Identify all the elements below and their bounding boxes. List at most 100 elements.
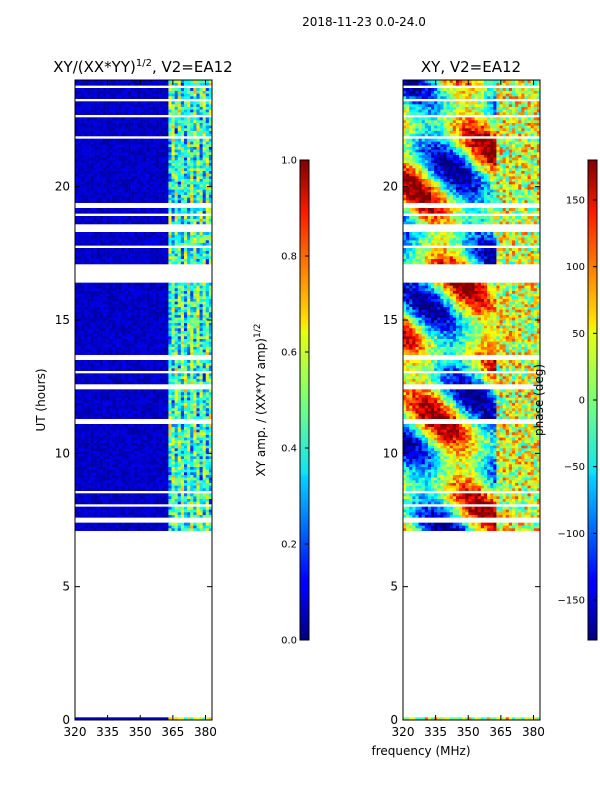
amplitude-cell <box>90 528 94 531</box>
amplitude-cell <box>81 338 85 342</box>
amplitude-cell <box>165 442 169 446</box>
amplitude-cell <box>143 242 147 246</box>
amplitude-cell <box>87 488 91 491</box>
amplitude-cell <box>75 173 79 177</box>
amplitude-cell <box>208 256 212 259</box>
amplitude-cell <box>118 397 122 401</box>
amplitude-cell <box>190 312 194 315</box>
amplitude-cell <box>112 514 116 518</box>
amplitude-cell <box>75 344 79 347</box>
amplitude-cell <box>165 400 169 403</box>
amplitude-cell <box>159 216 163 219</box>
amplitude-cell <box>134 466 138 470</box>
amplitude-cell <box>81 482 85 486</box>
amplitude-cell <box>174 392 179 395</box>
amplitude-cell <box>205 400 210 403</box>
amplitude-cell <box>121 496 126 499</box>
amplitude-cell <box>146 234 151 238</box>
amplitude-cell <box>121 408 126 411</box>
amplitude-cell <box>103 234 107 238</box>
amplitude-cell <box>78 328 82 331</box>
amplitude-cell <box>99 381 104 385</box>
amplitude-cell <box>99 253 104 257</box>
amplitude-cell <box>202 282 207 286</box>
amplitude-cell <box>81 317 85 321</box>
amplitude-cell <box>146 525 151 529</box>
amplitude-cell <box>177 208 182 211</box>
amplitude-cell <box>93 413 98 417</box>
amplitude-cell <box>127 445 132 449</box>
amplitude-cell <box>134 496 138 499</box>
amplitude-cell <box>127 477 132 481</box>
amplitude-cell <box>149 298 154 302</box>
amplitude-cell <box>168 381 172 385</box>
amplitude-cell <box>106 424 110 427</box>
amplitude-cell <box>84 413 88 417</box>
amplitude-cell <box>131 349 135 353</box>
amplitude-cell <box>115 341 119 345</box>
amplitude-cell <box>208 261 212 265</box>
amplitude-cell <box>155 296 160 299</box>
amplitude-cell <box>152 285 157 289</box>
amplitude-cell <box>208 405 212 409</box>
amplitude-cell <box>187 232 191 235</box>
amplitude-cell <box>93 189 98 193</box>
amplitude-cell <box>131 341 135 345</box>
amplitude-cell <box>124 482 129 486</box>
amplitude-cell <box>90 392 94 395</box>
amplitude-cell <box>96 378 101 382</box>
amplitude-cell <box>118 480 122 483</box>
amplitude-cell <box>152 448 157 451</box>
amplitude-cell <box>112 189 116 193</box>
amplitude-cell <box>177 181 182 185</box>
amplitude-cell <box>143 258 147 262</box>
amplitude-cell <box>103 216 107 219</box>
amplitude-cell <box>168 314 172 318</box>
amplitude-cell <box>87 509 91 513</box>
amplitude-cell <box>106 208 110 211</box>
amplitude-cell <box>96 261 101 265</box>
amplitude-cell <box>152 306 157 310</box>
amplitude-cell <box>96 338 101 342</box>
amplitude-cell <box>93 381 98 385</box>
amplitude-cell <box>174 469 179 473</box>
amplitude-cell <box>140 250 144 254</box>
amplitude-cell <box>131 352 135 355</box>
amplitude-cell <box>137 360 141 363</box>
amplitude-cell <box>196 450 200 454</box>
amplitude-cell <box>143 480 147 483</box>
amplitude-cell <box>171 341 175 345</box>
amplitude-cell <box>96 325 101 329</box>
amplitude-cell <box>193 352 197 355</box>
amplitude-cell <box>146 162 151 166</box>
amplitude-cell <box>159 514 163 518</box>
amplitude-cell <box>112 400 116 403</box>
amplitude-cell <box>193 448 197 451</box>
amplitude-cell <box>152 493 157 497</box>
amplitude-cell <box>143 416 147 419</box>
amplitude-cell <box>177 165 182 169</box>
amplitude-cell <box>190 498 194 502</box>
amplitude-cell <box>152 237 157 241</box>
amplitude-cell <box>193 397 197 401</box>
amplitude-cell <box>131 360 135 363</box>
amplitude-cell <box>180 424 185 427</box>
amplitude-cell <box>109 192 113 195</box>
amplitude-cell <box>81 501 85 505</box>
amplitude-cell <box>127 240 132 243</box>
amplitude-cell <box>162 365 166 369</box>
amplitude-cell <box>93 426 98 430</box>
amplitude-cell <box>174 514 179 518</box>
amplitude-cell <box>196 208 200 211</box>
amplitude-cell <box>75 349 79 353</box>
amplitude-cell <box>118 450 122 454</box>
amplitude-cell <box>90 456 94 459</box>
amplitude-cell <box>81 285 85 289</box>
amplitude-cell <box>93 464 98 467</box>
amplitude-cell <box>162 336 166 339</box>
amplitude-cell <box>165 360 169 363</box>
amplitude-cell <box>202 296 207 299</box>
amplitude-cell <box>190 186 194 190</box>
amplitude-cell <box>155 368 160 371</box>
amplitude-cell <box>180 322 185 326</box>
